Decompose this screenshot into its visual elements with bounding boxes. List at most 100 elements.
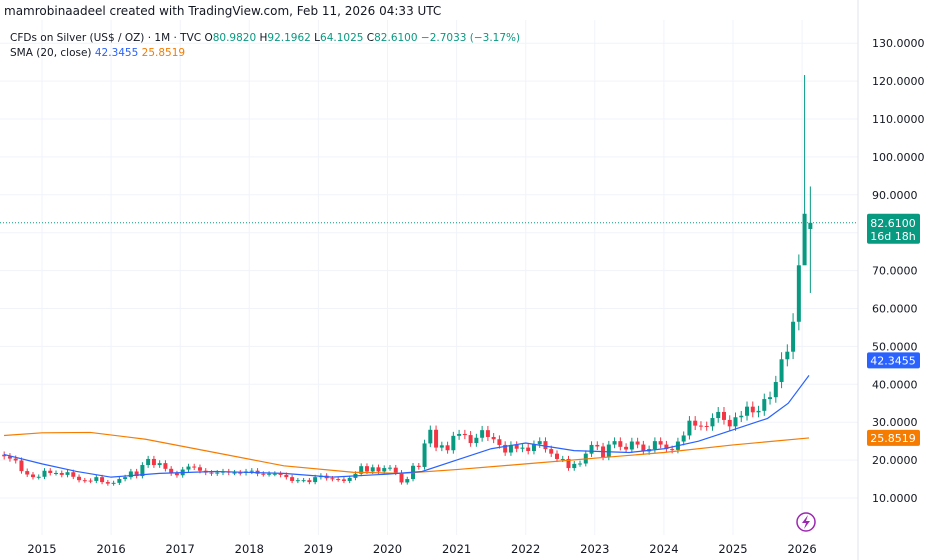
candle-body — [422, 443, 427, 467]
candle-body — [750, 406, 755, 413]
candle-body — [618, 441, 623, 447]
candle-body — [537, 441, 542, 445]
y-tick-label: 120.0000 — [872, 75, 925, 88]
high-label: H — [259, 32, 268, 44]
candle-body — [670, 449, 675, 451]
candle-body — [595, 444, 600, 447]
candle-body — [641, 444, 646, 452]
x-tick-label: 2020 — [373, 542, 402, 556]
sma1-tag-value: 42.3455 — [870, 354, 916, 367]
candle-body — [439, 445, 444, 448]
x-tick-label: 2026 — [787, 542, 816, 556]
candle-body — [756, 410, 761, 413]
candle-body — [664, 444, 669, 450]
candle-body — [128, 471, 133, 478]
candle-body — [376, 467, 381, 472]
candle-body — [554, 453, 559, 459]
y-tick-label: 130.0000 — [872, 37, 925, 50]
x-tick-label: 2017 — [166, 542, 195, 556]
candle-body — [313, 477, 318, 483]
candle-body — [169, 468, 174, 474]
candle-body — [370, 467, 375, 472]
candle-body — [549, 449, 554, 454]
legend: CFDs on Silver (US$ / OZ) · 1M · TVC O80… — [10, 31, 520, 61]
candle-body — [520, 447, 525, 449]
candle-body — [197, 467, 202, 471]
y-tick-label: 110.0000 — [872, 113, 925, 126]
candle-body — [186, 466, 191, 470]
candle-body — [301, 480, 306, 482]
candle-body — [272, 473, 277, 475]
open-label: O — [204, 32, 213, 44]
symbol-legend: CFDs on Silver (US$ / OZ) · 1M · TVC O80… — [10, 31, 520, 46]
candle-body — [416, 465, 421, 467]
candle-body — [721, 411, 726, 420]
candle-body — [151, 458, 156, 466]
open-value: 80.9820 — [212, 32, 257, 44]
candle-body — [364, 466, 369, 472]
sma-20-line — [3, 375, 810, 478]
y-tick-label: 10.0000 — [872, 492, 918, 505]
candle-body — [779, 359, 784, 383]
y-tick-label: 90.0000 — [872, 189, 918, 202]
x-tick-label: 2023 — [580, 542, 609, 556]
candle-body — [71, 472, 76, 477]
symbol-name[interactable]: CFDs on Silver (US$ / OZ) · 1M · TVC — [10, 32, 202, 44]
x-tick-label: 2024 — [649, 542, 678, 556]
candle-body — [13, 458, 18, 461]
price-tag — [867, 213, 920, 244]
candle-body — [687, 420, 692, 436]
candle-body — [30, 474, 35, 478]
candle-body — [278, 473, 283, 475]
candle-body — [25, 471, 30, 475]
change-value: −2.7033 (−3.17%) — [420, 32, 521, 44]
x-tick-label: 2016 — [96, 542, 125, 556]
candle-body — [65, 472, 70, 475]
candle-body — [485, 430, 490, 437]
low-label: L — [314, 32, 321, 44]
x-tick-label: 2018 — [235, 542, 264, 556]
candle-body — [727, 419, 732, 427]
candle-body — [330, 478, 335, 480]
candle-body — [652, 441, 657, 450]
close-value: 82.6100 — [374, 32, 418, 44]
candle-body — [59, 472, 64, 475]
candle-body — [434, 429, 439, 448]
candle-body — [474, 437, 479, 444]
candle-body — [768, 397, 773, 400]
candle-body — [77, 476, 82, 481]
candle-body — [733, 417, 738, 427]
candle-body — [526, 447, 531, 452]
sma1-value: 42.3455 — [94, 47, 139, 59]
candle-body — [762, 399, 767, 411]
candle-body — [710, 418, 715, 427]
x-tick-label: 2019 — [304, 542, 333, 556]
candle-body — [336, 479, 341, 481]
candle-body — [796, 265, 801, 322]
candle-body — [36, 476, 41, 478]
candle-body — [7, 456, 12, 459]
candle-body — [497, 439, 502, 445]
candle-body — [606, 444, 611, 458]
candle-body — [341, 479, 346, 481]
candle-body — [192, 466, 197, 468]
y-tick-label: 30.0000 — [872, 416, 918, 429]
candle-body — [215, 472, 220, 474]
price-tag-value: 82.6100 — [870, 217, 916, 230]
lightning-icon[interactable] — [796, 512, 816, 532]
candle-body — [249, 470, 254, 472]
candle-body — [629, 441, 634, 450]
candle-body — [698, 425, 703, 427]
candle-body — [503, 444, 508, 453]
candle-body — [681, 435, 686, 442]
candle-body — [359, 466, 364, 474]
candle-body — [468, 435, 473, 444]
candle-body — [451, 435, 456, 451]
candle-body — [284, 474, 289, 478]
candle-body — [174, 473, 179, 476]
sma-label[interactable]: SMA (20, close) — [10, 47, 92, 59]
candle-body — [157, 463, 162, 466]
candle-body — [54, 472, 59, 474]
